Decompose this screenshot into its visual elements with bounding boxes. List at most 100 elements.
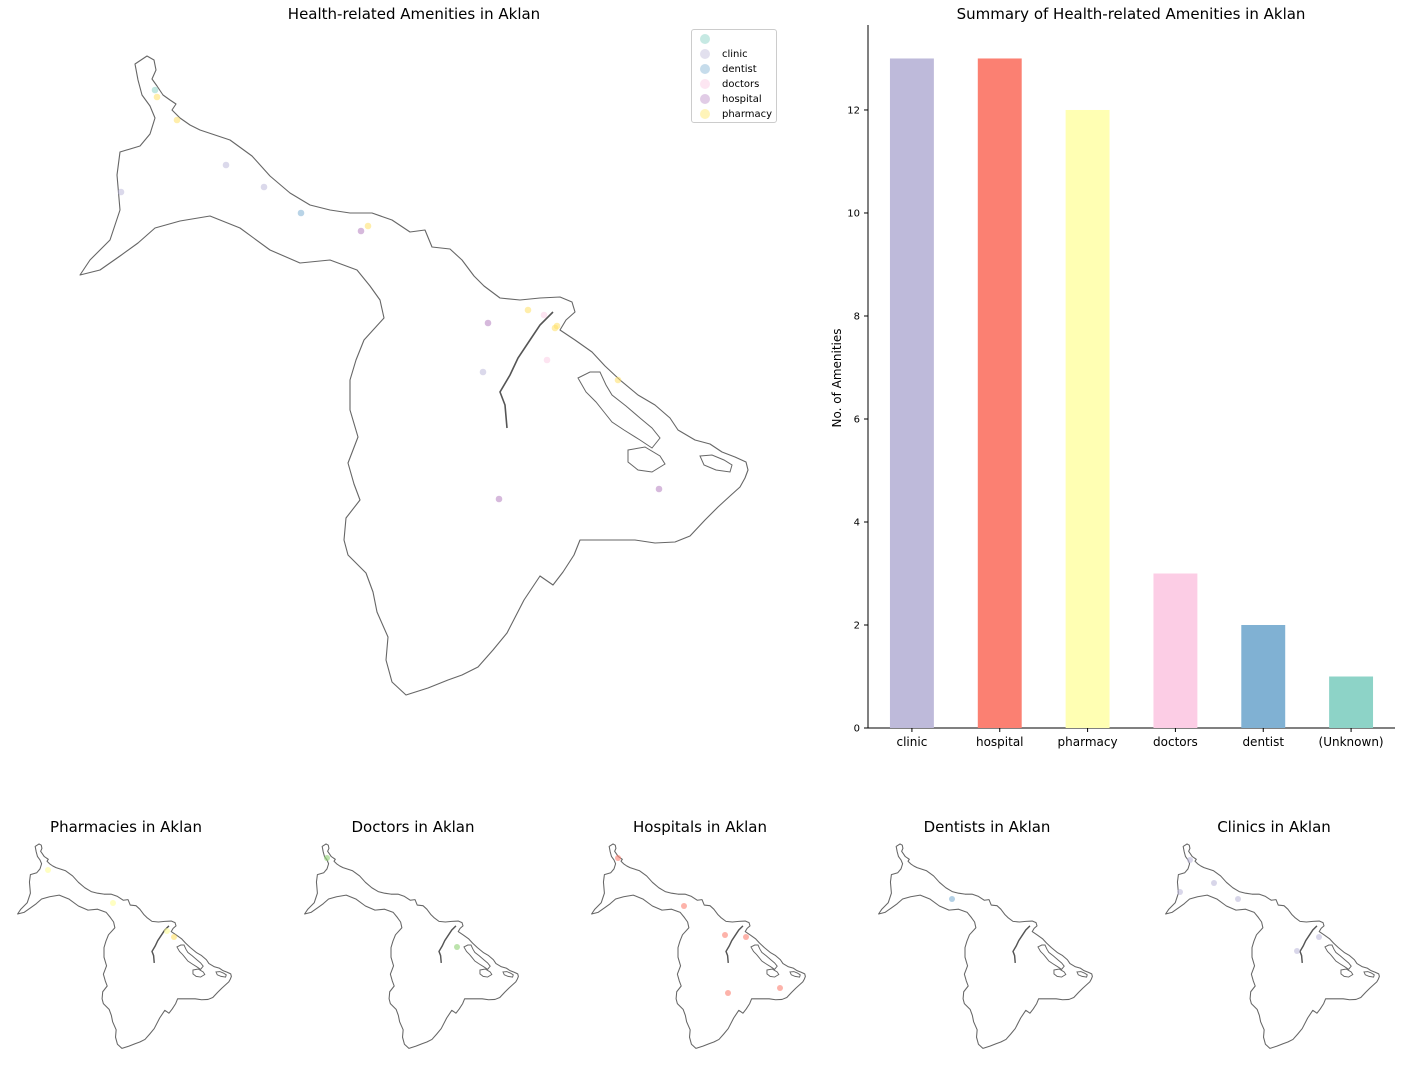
small-map-dentists	[878, 843, 1093, 1049]
amenity-point	[949, 896, 955, 902]
x-tick-label: pharmacy	[1058, 735, 1118, 749]
coast-islet-0	[577, 371, 661, 449]
small-maps	[17, 843, 1380, 1049]
small-map-title-doctors: Doctors in Aklan	[351, 818, 475, 836]
coast-islet-2	[699, 454, 733, 473]
coast-islet-2	[215, 971, 227, 978]
legend-dot-hospital	[700, 94, 710, 104]
amenity-point-clinic	[222, 161, 230, 169]
map-legend: clinic dentist doctors hospital pharmacy	[691, 29, 777, 123]
amenity-point	[743, 934, 749, 940]
amenity-point-pharmacy	[553, 322, 561, 330]
small-map-title-hospitals: Hospitals in Aklan	[632, 818, 768, 836]
amenity-point	[324, 855, 330, 861]
legend-label-hospital: hospital	[722, 93, 762, 105]
amenity-point	[777, 985, 783, 991]
coast-islet-2	[789, 971, 801, 978]
amenity-point	[1294, 948, 1300, 954]
legend-dot-clinic	[700, 49, 710, 59]
amenity-point	[1187, 857, 1193, 863]
legend-label-dentist: dentist	[722, 63, 757, 75]
x-tick-label: hospital	[976, 735, 1024, 749]
legend-item-clinic: clinic	[700, 47, 748, 61]
y-tick-label: 8	[854, 311, 860, 322]
amenity-point-clinic	[479, 368, 487, 376]
main-map-title: Health-related Amenities in Aklan	[287, 5, 541, 23]
coast-islet-1	[479, 968, 493, 978]
bar-pharmacy	[1065, 109, 1110, 728]
legend-dot-doctors	[700, 79, 710, 89]
x-tick-label: doctors	[1153, 735, 1198, 749]
x-tick-label: (Unknown)	[1319, 735, 1384, 749]
amenity-point	[725, 990, 731, 996]
coast-islet-1	[627, 446, 666, 473]
river-line	[438, 925, 457, 964]
bar-doctors	[1153, 573, 1198, 728]
legend-label-clinic: clinic	[722, 48, 748, 60]
amenity-point-hospital	[495, 495, 503, 503]
amenity-point-hospital	[655, 485, 663, 493]
province-outline	[17, 843, 232, 1049]
coast-islet-2	[502, 971, 514, 978]
coast-islet-1	[1053, 968, 1067, 978]
amenity-point	[1316, 934, 1322, 940]
province-outline	[878, 843, 1093, 1049]
amenity-point	[1177, 889, 1183, 895]
legend-item-doctors: doctors	[700, 77, 759, 91]
legend-dot-pharmacy	[700, 109, 710, 119]
coast-islet-0	[1037, 944, 1065, 971]
amenity-point	[45, 867, 51, 873]
legend-item-hospital: hospital	[700, 92, 762, 106]
province-outline	[591, 843, 806, 1049]
river-line	[1299, 925, 1318, 964]
river-line	[725, 925, 744, 964]
amenity-point-pharmacy	[364, 222, 372, 230]
y-tick-label: 12	[847, 105, 860, 116]
x-tick-label: dentist	[1242, 735, 1284, 749]
bar-hospital	[977, 58, 1022, 728]
coast-islet-0	[176, 944, 204, 971]
y-tick-label: 2	[854, 620, 860, 631]
coast-islet-2	[1363, 971, 1375, 978]
y-tick-label: 4	[854, 517, 860, 528]
small-map-hospitals	[591, 843, 806, 1049]
small-map-pharmacies	[17, 843, 232, 1049]
y-tick-label: 6	[854, 414, 860, 425]
legend-swatch-unknown	[700, 32, 722, 46]
amenity-point	[1235, 896, 1241, 902]
amenity-point-pharmacy	[614, 376, 622, 384]
coast-islet-0	[463, 944, 491, 971]
amenity-point	[171, 934, 177, 940]
amenity-point	[164, 928, 170, 934]
amenity-point-dentist	[297, 209, 305, 217]
coast-islet-0	[1324, 944, 1352, 971]
small-map-clinics	[1165, 843, 1380, 1049]
main-map	[79, 55, 749, 696]
small-map-title-dentists: Dentists in Aklan	[923, 818, 1051, 836]
amenity-point-doctors	[543, 356, 551, 364]
small-map-doctors	[304, 843, 519, 1049]
legend-label-doctors: doctors	[722, 78, 760, 90]
amenity-point-pharmacy	[173, 116, 181, 124]
amenity-point-hospital	[484, 319, 492, 327]
x-tick-label: clinic	[897, 735, 928, 749]
y-tick-label: 0	[854, 724, 860, 735]
amenity-point-clinic	[117, 188, 125, 196]
amenity-point-hospital	[357, 227, 365, 235]
amenity-point	[722, 932, 728, 938]
amenity-point-clinic	[260, 183, 268, 191]
amenity-point	[681, 903, 687, 909]
coast-islet-0	[750, 944, 778, 971]
legend-dot-dentist	[700, 64, 710, 74]
bar-clinic	[889, 58, 934, 728]
bar-unknown	[1329, 676, 1374, 728]
coast-islet-2	[1076, 971, 1088, 978]
coast-islet-1	[1340, 968, 1354, 978]
province-outline	[304, 843, 519, 1049]
y-axis-label: No. of Amenities	[830, 328, 844, 427]
amenity-point	[615, 855, 621, 861]
legend-item-pharmacy: pharmacy	[700, 107, 772, 121]
amenity-point-unknown	[151, 86, 159, 94]
river-line	[1012, 925, 1031, 964]
river-line	[499, 311, 554, 429]
